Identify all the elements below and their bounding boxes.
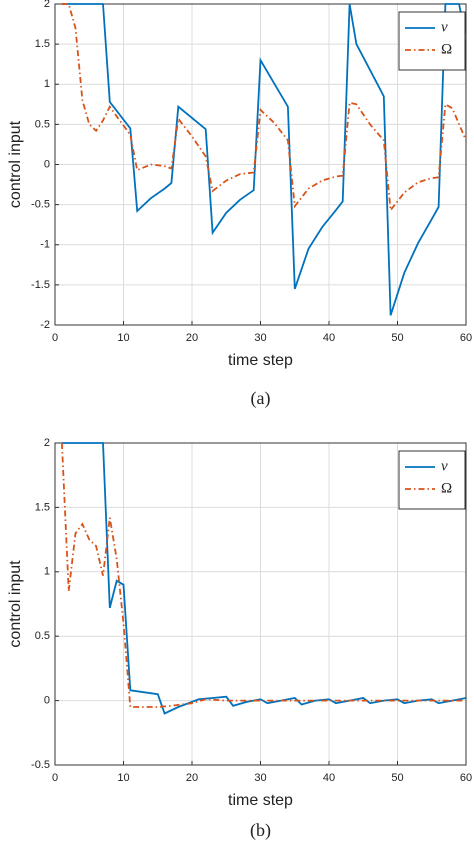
x-tick-label: 0 (52, 772, 58, 784)
caption: (b) (250, 820, 271, 841)
legend-box (398, 11, 466, 71)
legend-box (398, 450, 466, 510)
y-tick-label: 2 (44, 437, 50, 449)
x-tick-label: 30 (254, 772, 266, 784)
x-tick-label: 30 (254, 332, 266, 344)
legend-label: v (441, 458, 448, 474)
x-tick-label: 50 (391, 772, 403, 784)
y-tick-label: 1 (44, 566, 50, 578)
y-tick-label: 0.5 (35, 630, 50, 642)
chart: 0 10 20 30 40 50 60 -2 -1.5 -1 -0.5 0 0.5 1 1.5 2 time s… (7, 0, 472, 409)
x-axis-label: time step (228, 792, 293, 809)
y-tick-label: -0.5 (31, 759, 50, 771)
x-tick-label: 20 (186, 332, 198, 344)
plot-frame (54, 442, 467, 766)
data-line (61, 3, 466, 316)
y-axis-label: control input (7, 560, 24, 648)
y-tick-label: 2 (44, 0, 50, 10)
y-axis-label: control input (7, 120, 24, 208)
x-tick-label: 40 (323, 332, 335, 344)
y-tick-label: -0.5 (31, 199, 50, 211)
x-tick-label: 10 (117, 772, 129, 784)
data-line (61, 3, 466, 213)
y-tick-label: 0.5 (35, 118, 50, 130)
x-tick-label: 60 (460, 772, 472, 784)
y-tick-label: -2 (40, 319, 50, 331)
y-tick-label: 1.5 (35, 38, 50, 50)
y-tick-label: 1.5 (35, 501, 50, 513)
legend-label: v (441, 19, 448, 35)
y-tick-label: 0 (44, 695, 50, 707)
x-tick-label: 40 (323, 772, 335, 784)
y-tick-label: 1 (44, 78, 50, 90)
x-tick-label: 0 (52, 332, 58, 344)
x-tick-label: 60 (460, 332, 472, 344)
data-line (61, 442, 466, 708)
x-axis-label: time step (228, 352, 293, 369)
legend-label: Ω (441, 480, 452, 496)
y-tick-label: 0 (44, 158, 50, 170)
legend-label: Ω (441, 41, 452, 57)
y-tick-label: -1.5 (31, 279, 50, 291)
plot-frame (54, 3, 467, 326)
x-tick-label: 50 (391, 332, 403, 344)
x-tick-label: 20 (186, 772, 198, 784)
caption: (a) (251, 388, 271, 409)
x-tick-label: 10 (117, 332, 129, 344)
y-tick-label: -1 (40, 239, 50, 251)
